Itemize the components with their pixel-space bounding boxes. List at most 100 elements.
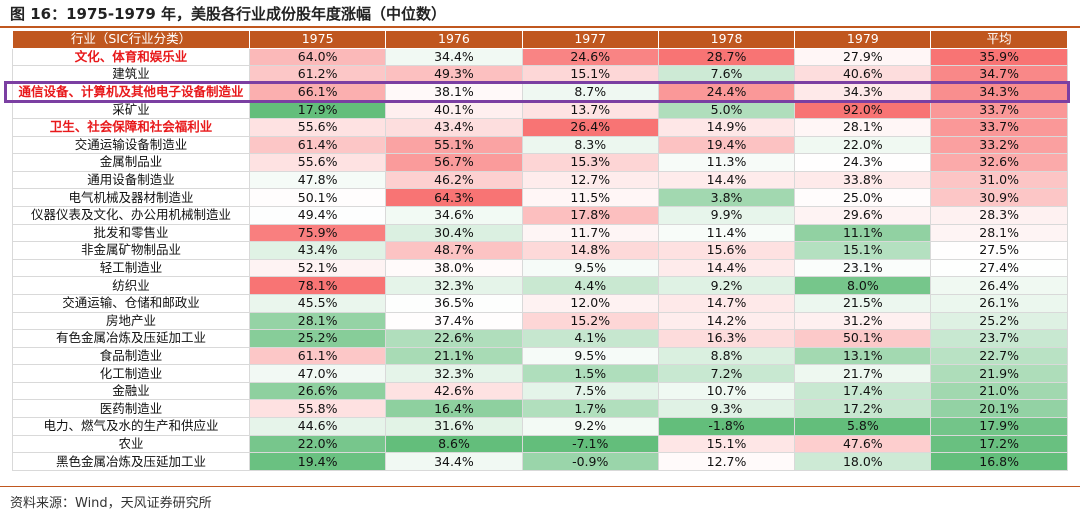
value-cell: 21.0% [930,381,1068,401]
value-cell: 47.0% [248,364,387,383]
value-cell: 33.2% [930,135,1068,155]
value-cell: 32.3% [385,364,523,383]
value-cell: 26.6% [248,381,387,401]
value-cell: 32.6% [930,153,1068,172]
value-cell: 1.7% [521,399,659,419]
table-row: 通用设备制造业 47.8% 46.2% 12.7% 14.4% 33.8% 31.0% [12,170,1068,190]
value-cell: 8.8% [657,346,796,366]
value-cell: 9.5% [521,346,659,366]
value-cell: 4.4% [521,276,659,295]
value-cell: 10.7% [657,381,796,401]
value-cell: 30.9% [930,188,1068,207]
value-cell: 20.1% [930,399,1068,419]
table-header-row: 行业（SIC行业分类） 1975 1976 1977 1978 1979 平均 [12,30,1068,49]
table-row: 有色金属冶炼及压延加工业 25.2% 22.6% 4.1% 16.3% 50.1% 23.7… [12,329,1068,348]
table-row: 交通运输、仓储和邮政业 45.5% 36.5% 12.0% 14.7% 21.5% 26.1… [12,293,1068,313]
value-cell: 7.6% [657,65,796,84]
table-row: 黑色金属冶炼及压延加工业 19.4% 34.4% -0.9% 12.7% 18.0% 16.… [12,452,1068,471]
table-row: 食品制造业 61.1% 21.1% 9.5% 8.8% 13.1% 22.7% [12,346,1068,366]
table-row: 电气机械及器材制造业 50.1% 64.3% 11.5% 3.8% 25.0% 30.9% [12,188,1068,207]
value-cell: 40.6% [794,65,932,84]
value-cell: 13.7% [521,100,659,119]
value-cell: 31.2% [794,311,932,331]
figure-title: 图 16：1975-1979 年，美股各行业成份股年度涨幅（中位数） [10,5,447,23]
industry-name: 金融业 [12,381,250,401]
header-col-1: 1975 [248,30,387,49]
table-body: 文化、体育和娱乐业 64.0% 34.4% 24.6% 28.7% 27.9% 35.9% 建… [12,47,1068,471]
value-cell: 34.6% [385,205,523,225]
table-row: 金属制品业 55.6% 56.7% 15.3% 11.3% 24.3% 32.6% [12,153,1068,172]
title-rule [0,26,1080,28]
industry-name: 交通运输设备制造业 [12,135,250,155]
value-cell: 14.7% [657,293,796,313]
value-cell: 23.1% [794,258,932,278]
industry-name: 化工制造业 [12,364,250,383]
table-row: 建筑业 61.2% 49.3% 15.1% 7.6% 40.6% 34.7% [12,65,1068,84]
table-row: 电力、燃气及水的生产和供应业 44.6% 31.6% 9.2% -1.8% 5.8% 17.… [12,417,1068,436]
value-cell: 17.2% [930,434,1068,454]
value-cell: 19.4% [657,135,796,155]
table-row: 批发和零售业 75.9% 30.4% 11.7% 11.4% 11.1% 28.1% [12,223,1068,243]
value-cell: 22.7% [930,346,1068,366]
industry-name: 纺织业 [12,276,250,295]
value-cell: 11.3% [657,153,796,172]
table-row: 纺织业 78.1% 32.3% 4.4% 9.2% 8.0% 26.4% [12,276,1068,295]
industry-name: 建筑业 [12,65,250,84]
header-col-4: 1978 [657,30,796,49]
header-col-3: 1977 [521,30,659,49]
table-row: 文化、体育和娱乐业 64.0% 34.4% 24.6% 28.7% 27.9% 35.9% [12,47,1068,67]
value-cell: 52.1% [248,258,387,278]
value-cell: 11.5% [521,188,659,207]
table-row: 采矿业 17.9% 40.1% 13.7% 5.0% 92.0% 33.7% [12,100,1068,119]
value-cell: 28.1% [794,117,932,137]
value-cell: 15.1% [657,434,796,454]
value-cell: 55.6% [248,117,387,137]
value-cell: 13.1% [794,346,932,366]
industry-name: 交通运输、仓储和邮政业 [12,293,250,313]
value-cell: 3.8% [657,188,796,207]
value-cell: 55.1% [385,135,523,155]
value-cell: 14.2% [657,311,796,331]
value-cell: 24.4% [657,82,796,102]
header-col-6: 平均 [930,30,1068,49]
value-cell: 27.5% [930,241,1068,260]
value-cell: 64.0% [248,47,387,67]
value-cell: 33.7% [930,117,1068,137]
value-cell: -0.9% [521,452,659,471]
value-cell: 9.9% [657,205,796,225]
value-cell: 33.7% [930,100,1068,119]
value-cell: 31.0% [930,170,1068,190]
value-cell: 47.6% [794,434,932,454]
value-cell: 15.3% [521,153,659,172]
value-cell: 31.6% [385,417,523,436]
value-cell: 22.0% [794,135,932,155]
value-cell: 12.7% [521,170,659,190]
value-cell: -1.8% [657,417,796,436]
industry-returns-table: 行业（SIC行业分类） 1975 1976 1977 1978 1979 平均 文化、体育和… [12,30,1068,471]
value-cell: 29.6% [794,205,932,225]
table-row: 交通运输设备制造业 61.4% 55.1% 8.3% 19.4% 22.0% 33.2% [12,135,1068,155]
value-cell: 75.9% [248,223,387,243]
value-cell: 7.2% [657,364,796,383]
value-cell: 21.7% [794,364,932,383]
industry-name: 批发和零售业 [12,223,250,243]
industry-name: 卫生、社会保障和社会福利业 [12,117,250,137]
value-cell: 47.8% [248,170,387,190]
table-row: 仪器仪表及文化、办公用机械制造业 49.4% 34.6% 17.8% 9.9% 29.6%… [12,205,1068,225]
value-cell: 17.2% [794,399,932,419]
value-cell: 16.4% [385,399,523,419]
value-cell: 25.0% [794,188,932,207]
value-cell: 14.4% [657,258,796,278]
table-row: 农业 22.0% 8.6% -7.1% 15.1% 47.6% 17.2% [12,434,1068,454]
industry-name: 有色金属冶炼及压延加工业 [12,329,250,348]
value-cell: 49.3% [385,65,523,84]
value-cell: 30.4% [385,223,523,243]
value-cell: 25.2% [248,329,387,348]
value-cell: 26.4% [930,276,1068,295]
value-cell: 40.1% [385,100,523,119]
value-cell: 66.1% [248,82,387,102]
value-cell: 14.9% [657,117,796,137]
value-cell: 38.1% [385,82,523,102]
value-cell: 43.4% [385,117,523,137]
industry-name: 电气机械及器材制造业 [12,188,250,207]
